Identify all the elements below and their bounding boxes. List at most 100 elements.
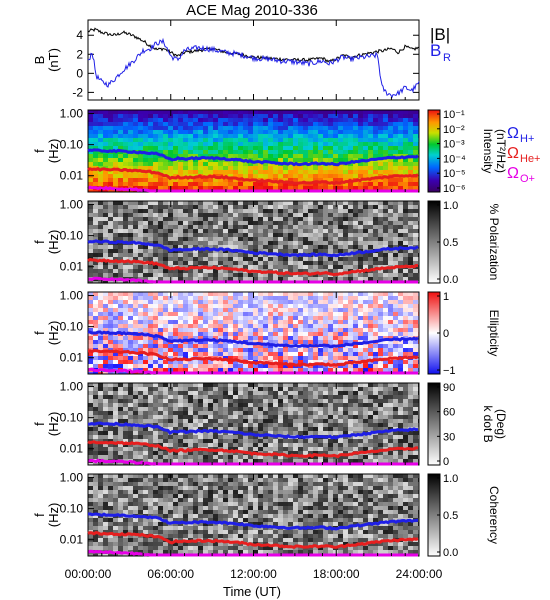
- intensity-cell: [333, 150, 339, 155]
- k-dot-b-cell: [153, 395, 159, 400]
- intensity-cell: [293, 166, 299, 171]
- ellipticity-cell: [183, 348, 189, 353]
- intensity-cell: [273, 170, 279, 175]
- intensity-cell: [403, 166, 409, 171]
- intensity-cell: [283, 134, 289, 139]
- k-dot-b-cell: [143, 451, 149, 456]
- intensity-cell: [88, 154, 94, 159]
- polarization-cell: [353, 245, 359, 250]
- k-dot-b-cell: [103, 447, 109, 452]
- polarization-cell: [118, 217, 124, 222]
- polarization-cell: [388, 221, 394, 226]
- k-dot-b-cell: [223, 419, 229, 424]
- ellipticity-cell: [288, 312, 294, 317]
- ellipticity-cell: [88, 304, 94, 309]
- ellipticity-cell: [213, 296, 219, 301]
- polarization-cell: [353, 277, 359, 282]
- ellipticity-cell: [253, 292, 259, 297]
- ellipticity-cell: [108, 340, 114, 345]
- k-dot-b-cell: [243, 439, 249, 444]
- ellipticity-cell: [218, 296, 224, 301]
- polarization-cell: [228, 221, 234, 226]
- ellipticity-cell: [328, 332, 334, 337]
- polarization-cell: [168, 257, 174, 262]
- intensity-cell: [178, 154, 184, 159]
- k-dot-b-cell: [108, 395, 114, 400]
- intensity-cell: [108, 142, 114, 147]
- polarization-cell: [283, 205, 289, 210]
- polarization-cell: [353, 265, 359, 270]
- polarization-cell: [218, 209, 224, 214]
- polarization-cell: [333, 205, 339, 210]
- ellipticity-cell: [293, 296, 299, 301]
- polarization-cell: [193, 241, 199, 246]
- polarization-cell: [148, 225, 154, 230]
- intensity-cell: [303, 178, 309, 183]
- ellipticity-cell: [358, 344, 364, 349]
- intensity-cell: [368, 118, 374, 123]
- polarization-cell: [143, 249, 149, 254]
- polarization-cell: [233, 265, 239, 270]
- intensity-cell: [198, 178, 204, 183]
- ellipticity-cell: [263, 368, 269, 373]
- intensity-cell: [163, 118, 169, 123]
- intensity-cell: [208, 178, 214, 183]
- polarization-cell: [138, 253, 144, 258]
- polarization-cell: [218, 213, 224, 218]
- k-dot-b-cell: [128, 391, 134, 396]
- polarization-cell: [358, 273, 364, 278]
- ellipticity-cell: [263, 352, 269, 357]
- intensity-cell: [118, 134, 124, 139]
- intensity-cell: [143, 154, 149, 159]
- ellipticity-cell: [248, 308, 254, 313]
- ellipticity-cell: [283, 312, 289, 317]
- polarization-cell: [373, 205, 379, 210]
- k-dot-b-cell: [103, 383, 109, 388]
- ellipticity-cell: [188, 304, 194, 309]
- intensity-cell: [148, 138, 154, 143]
- intensity-cell: [308, 134, 314, 139]
- intensity-cell: [158, 130, 164, 135]
- polarization-cell: [88, 269, 94, 274]
- ellipticity-cell: [103, 296, 109, 301]
- k-dot-b-cell: [193, 443, 199, 448]
- intensity-cell: [393, 130, 399, 135]
- k-dot-b-cell: [238, 415, 244, 420]
- polarization-cell: [413, 209, 419, 214]
- intensity-cell: [143, 182, 149, 187]
- intensity-cell: [193, 110, 199, 115]
- polarization-cell: [178, 221, 184, 226]
- polarization-cell: [108, 257, 114, 262]
- ellipticity-cell: [88, 352, 94, 357]
- polarization-cell: [368, 265, 374, 270]
- ellipticity-cell: [163, 348, 169, 353]
- polarization-cell: [133, 209, 139, 214]
- polarization-cell: [168, 261, 174, 266]
- polarization-cell: [128, 273, 134, 278]
- ellipticity-cell: [238, 344, 244, 349]
- k-dot-b-cell: [198, 427, 204, 432]
- polarization-cell: [168, 265, 174, 270]
- ellipticity-cell: [178, 292, 184, 297]
- polarization-cell: [148, 265, 154, 270]
- k-dot-b-cell: [233, 439, 239, 444]
- polarization-cell: [393, 237, 399, 242]
- intensity-cell: [173, 150, 179, 155]
- ellipticity-cell: [353, 348, 359, 353]
- k-dot-b-cell: [238, 423, 244, 428]
- ellipticity-cell: [113, 356, 119, 361]
- polarization-cell: [218, 273, 224, 278]
- k-dot-b-cell: [148, 427, 154, 432]
- intensity-cell: [413, 126, 419, 131]
- intensity-cell: [103, 178, 109, 183]
- ellipticity-cell: [228, 368, 234, 373]
- intensity-cell: [238, 166, 244, 171]
- polarization-cell: [378, 209, 384, 214]
- k-dot-b-cell: [233, 459, 239, 464]
- polarization-cell: [203, 217, 209, 222]
- intensity-cell: [158, 118, 164, 123]
- polarization-cell: [113, 221, 119, 226]
- polarization-cell: [178, 241, 184, 246]
- intensity-cell: [203, 146, 209, 151]
- intensity-cell: [328, 122, 334, 127]
